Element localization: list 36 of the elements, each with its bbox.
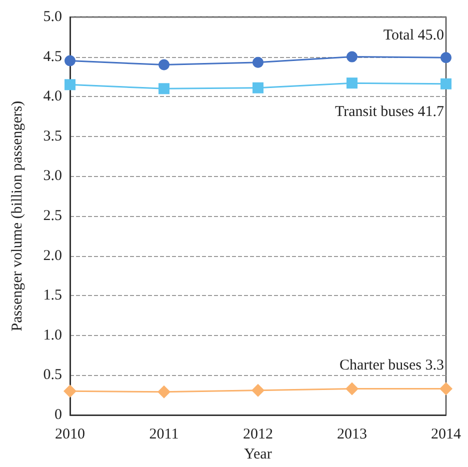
x-tick-label: 2013 [337, 426, 367, 442]
point [158, 59, 170, 70]
x-tick-label: 2011 [149, 426, 179, 442]
y-tick-label: 3.5 [43, 128, 62, 144]
point [440, 52, 452, 64]
y-tick-label: 3.0 [43, 168, 62, 184]
point [346, 51, 358, 62]
point [440, 78, 452, 90]
y-tick-label: 2.5 [43, 208, 62, 224]
point [346, 78, 358, 89]
point [252, 82, 264, 94]
y-tick-label: 1.0 [43, 327, 62, 344]
y-axis-title: Passenger volume (billion passengers) [10, 100, 26, 332]
series-label: Total 45.0 [383, 28, 444, 44]
x-axis-title: Year [244, 446, 272, 462]
y-tick-label: 5.0 [43, 9, 62, 25]
y-tick-label: 0 [54, 407, 62, 423]
series-label: Charter buses 3.3 [339, 358, 444, 374]
x-tick-label: 2012 [243, 426, 273, 442]
point [252, 56, 264, 68]
point [64, 55, 76, 66]
y-tick-label: 1.5 [43, 288, 62, 304]
y-tick-label: 0.5 [43, 367, 62, 384]
point [346, 382, 358, 396]
point [64, 384, 76, 398]
x-tick-label: 2014 [431, 426, 462, 442]
point [440, 382, 452, 396]
y-tick-label: 4.0 [43, 88, 62, 105]
point [64, 79, 76, 90]
point [252, 384, 264, 397]
series-label: Transit buses 41.7 [334, 104, 444, 120]
point [158, 385, 170, 398]
point [158, 83, 170, 94]
y-tick-label: 4.5 [43, 48, 62, 65]
x-tick-label: 2010 [55, 426, 85, 442]
y-tick-label: 2.0 [43, 248, 62, 264]
